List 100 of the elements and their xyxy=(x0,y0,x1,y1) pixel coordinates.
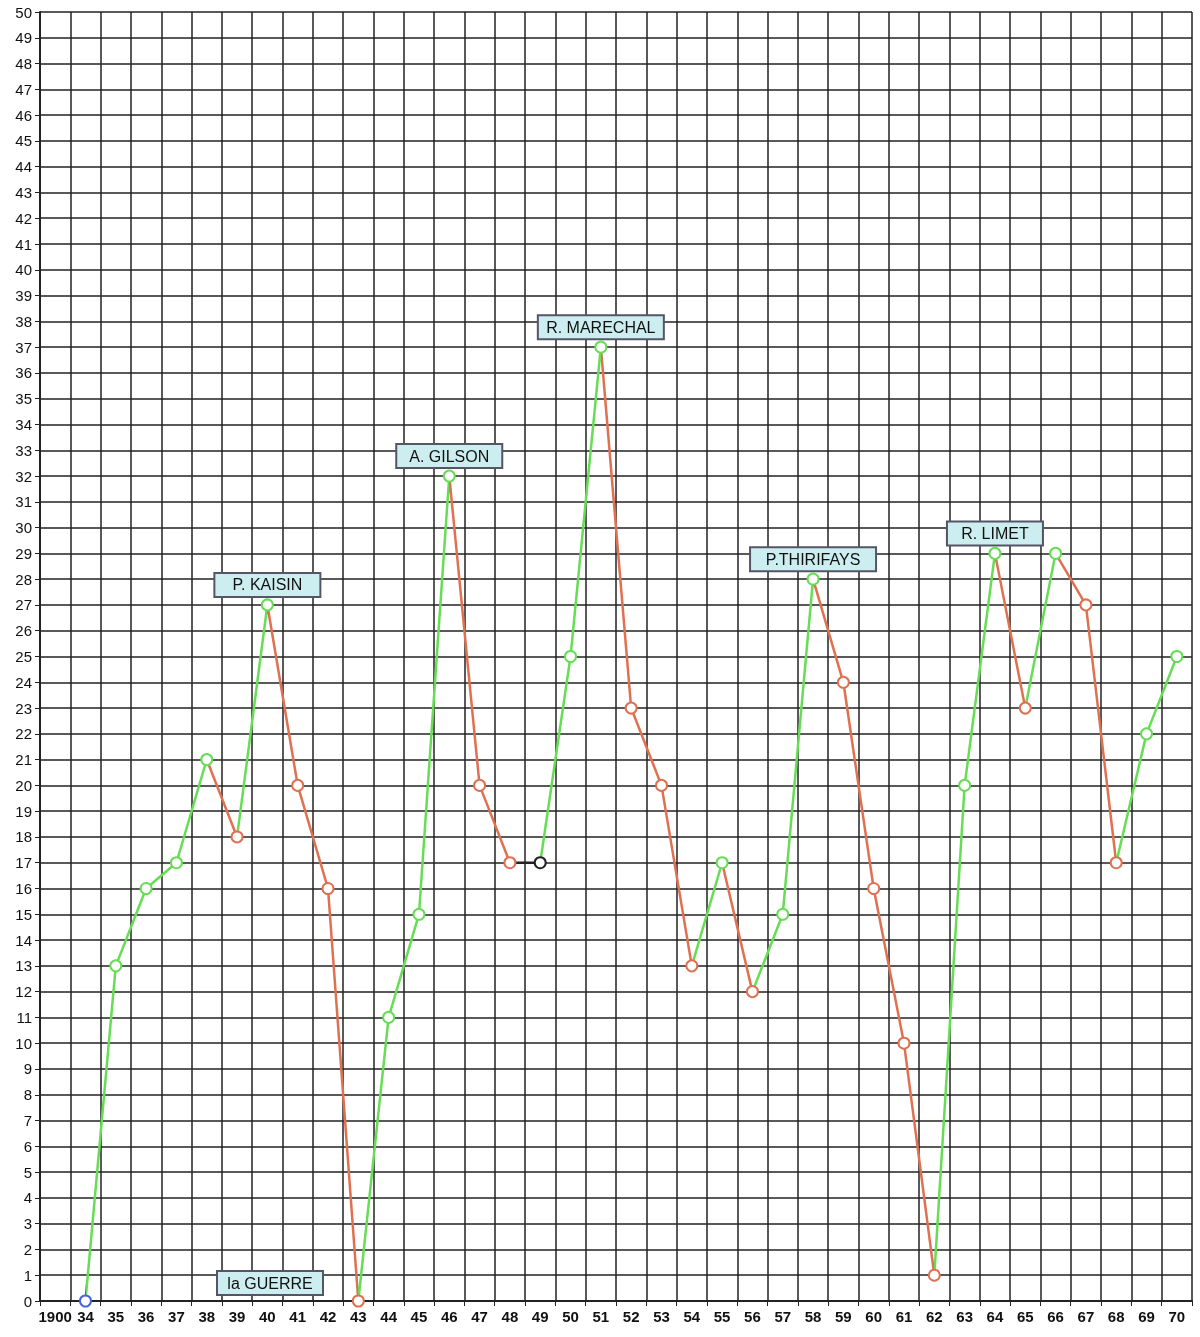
y-tick-label: 3 xyxy=(23,1215,32,1233)
y-tick-label: 46 xyxy=(15,106,32,124)
point xyxy=(685,959,699,973)
y-tick-label: 49 xyxy=(15,29,32,47)
y-tick-label: 7 xyxy=(23,1112,32,1130)
point xyxy=(745,985,759,999)
y-tick-label: 44 xyxy=(15,158,32,176)
x-tick-label: 38 xyxy=(198,1308,216,1325)
point xyxy=(958,778,972,792)
point xyxy=(1109,856,1123,870)
y-tick-label: 50 xyxy=(15,3,32,21)
y-tick-label: 0 xyxy=(23,1292,32,1310)
x-tick-label: 47 xyxy=(471,1308,488,1325)
y-tick-label: 19 xyxy=(15,802,32,820)
point xyxy=(1079,598,1093,612)
x-tick-label: 61 xyxy=(895,1308,913,1325)
y-tick-label: 48 xyxy=(15,55,32,73)
x-tick-label: 59 xyxy=(835,1308,852,1325)
y-tick-label: 10 xyxy=(15,1034,32,1052)
point xyxy=(897,1036,911,1050)
point xyxy=(78,1294,92,1308)
x-tick-label: 40 xyxy=(259,1308,276,1325)
point xyxy=(260,598,274,612)
point xyxy=(564,650,578,663)
x-tick-label: 68 xyxy=(1107,1308,1125,1325)
point xyxy=(654,778,668,792)
y-tick-label: 42 xyxy=(15,209,32,227)
point xyxy=(533,856,547,870)
y-tick-label: 12 xyxy=(15,983,32,1001)
x-tick-label: 63 xyxy=(956,1308,973,1325)
point xyxy=(109,959,123,973)
y-tick-label: 29 xyxy=(15,544,32,562)
x-tick-label: 43 xyxy=(349,1308,367,1325)
x-tick-label: 65 xyxy=(1016,1308,1034,1325)
x-tick-label: 55 xyxy=(713,1308,731,1325)
y-tick-label: 27 xyxy=(15,596,32,614)
x-tick-label: 51 xyxy=(592,1308,610,1325)
y-tick-label: 36 xyxy=(15,364,32,382)
point xyxy=(776,907,790,921)
annotation: A. GILSON xyxy=(409,447,490,465)
y-tick-label: 16 xyxy=(15,880,32,898)
y-tick-label: 40 xyxy=(15,261,32,279)
y-tick-label: 28 xyxy=(15,570,32,588)
y-tick-label: 20 xyxy=(15,776,32,794)
x-tick-label: 60 xyxy=(865,1308,883,1325)
point xyxy=(1170,650,1184,663)
point xyxy=(927,1268,941,1282)
x-tick-label: 48 xyxy=(501,1308,519,1325)
y-tick-label: 43 xyxy=(15,183,32,201)
y-tick-label: 13 xyxy=(15,957,32,975)
x-tick-label: 44 xyxy=(380,1308,398,1325)
x-tick-label: 39 xyxy=(228,1308,246,1325)
y-tick-label: 32 xyxy=(15,467,32,485)
annotation: R. MARECHAL xyxy=(546,318,656,336)
x-tick-label: 64 xyxy=(986,1308,1004,1325)
point xyxy=(473,778,487,792)
point xyxy=(503,856,517,870)
annotation: P. KAISIN xyxy=(232,576,303,594)
annotation: la GUERRE xyxy=(227,1274,313,1292)
y-tick-label: 5 xyxy=(23,1163,32,1181)
point xyxy=(351,1294,365,1308)
x-tick-label: 56 xyxy=(744,1308,761,1325)
x-tick-label: 34 xyxy=(77,1308,95,1325)
x-tick-label: 50 xyxy=(562,1308,579,1325)
point xyxy=(806,572,820,586)
y-tick-label: 18 xyxy=(15,828,32,846)
x-tick-label: 53 xyxy=(653,1308,670,1325)
point xyxy=(715,856,729,870)
y-tick-label: 30 xyxy=(15,519,32,537)
y-tick-label: 31 xyxy=(15,493,32,511)
y-tick-label: 22 xyxy=(15,725,32,743)
point xyxy=(382,1010,396,1024)
point xyxy=(200,753,214,767)
x-tick-label: 35 xyxy=(107,1308,125,1325)
x-tick-label: 58 xyxy=(804,1308,822,1325)
x-tick-label: 36 xyxy=(137,1308,155,1325)
y-tick-label: 6 xyxy=(23,1137,32,1155)
point xyxy=(321,882,335,896)
y-tick-label: 45 xyxy=(15,132,32,150)
x-tick-label: 69 xyxy=(1138,1308,1155,1325)
x-tick-label: 52 xyxy=(622,1308,640,1325)
point xyxy=(836,675,850,689)
x-tick-label: 41 xyxy=(289,1308,307,1325)
y-tick-label: 34 xyxy=(15,415,32,433)
point xyxy=(1049,546,1063,560)
y-tick-label: 24 xyxy=(15,673,32,691)
y-tick-label: 9 xyxy=(23,1060,32,1078)
y-tick-label: 39 xyxy=(15,287,32,305)
y-tick-label: 21 xyxy=(15,751,32,769)
point xyxy=(988,546,1002,560)
y-tick-label: 38 xyxy=(15,312,32,330)
point xyxy=(624,701,638,715)
point xyxy=(230,830,244,844)
point xyxy=(169,856,183,870)
x-tick-label: 57 xyxy=(774,1308,792,1325)
x-tick-label: 1900 xyxy=(38,1308,72,1325)
point xyxy=(867,882,881,896)
y-tick-label: 26 xyxy=(15,622,32,640)
x-tick-label: 49 xyxy=(531,1308,549,1325)
y-tick-label: 25 xyxy=(15,648,32,665)
